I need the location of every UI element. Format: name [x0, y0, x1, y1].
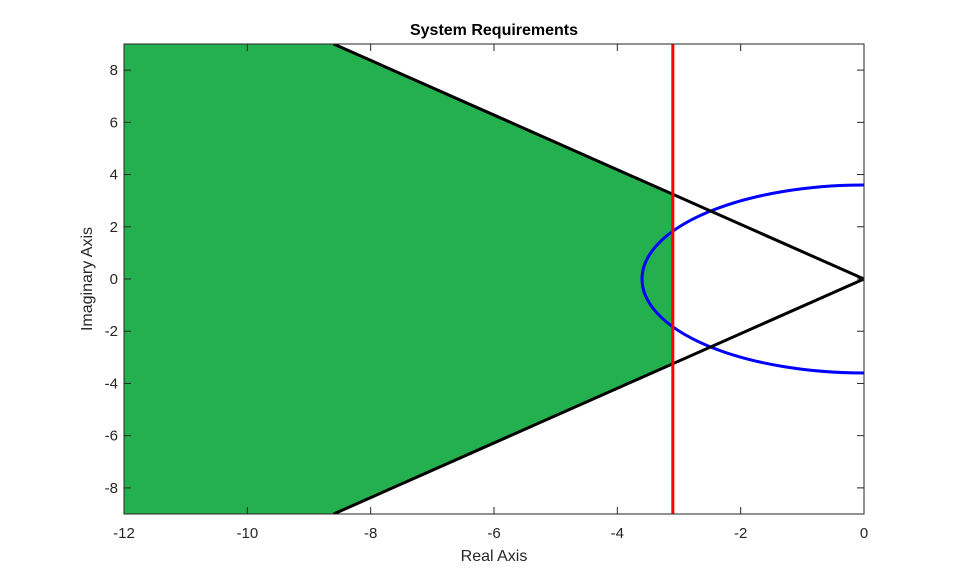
feasible-region: [124, 44, 673, 514]
x-tick-label: 0: [860, 525, 868, 542]
x-tick-label: -4: [611, 525, 624, 542]
y-tick-label: 0: [110, 271, 118, 288]
x-tick-label: -12: [113, 525, 135, 542]
y-tick-label: 6: [110, 114, 118, 131]
plot-frame: [123, 43, 865, 515]
ticks-layer: -12 -10 -8 -6 -4 -2 0 -8 -6 -4 -2 0 2 4 6 8: [105, 44, 868, 542]
natural-frequency-circle: [640, 183, 864, 375]
x-axis-label: Real Axis: [461, 548, 528, 565]
y-tick-label: -2: [105, 323, 118, 340]
y-axis-label: Imaginary Axis: [79, 227, 96, 331]
x-tick-label: -10: [236, 525, 258, 542]
chart-title: System Requirements: [410, 22, 578, 39]
y-tick-label: -4: [105, 375, 118, 392]
y-tick-label: 8: [110, 62, 118, 79]
y-tick-label: 4: [110, 167, 118, 184]
damping-line-upper: [333, 44, 864, 281]
damping-line-lower: [333, 277, 864, 514]
x-tick-label: -8: [364, 525, 377, 542]
y-tick-label: -8: [105, 480, 118, 497]
plot-content: [124, 44, 864, 514]
x-tick-label: -6: [487, 525, 500, 542]
y-tick-label: 2: [110, 219, 118, 236]
y-tick-label: -6: [105, 428, 118, 445]
x-tick-label: -2: [734, 525, 747, 542]
